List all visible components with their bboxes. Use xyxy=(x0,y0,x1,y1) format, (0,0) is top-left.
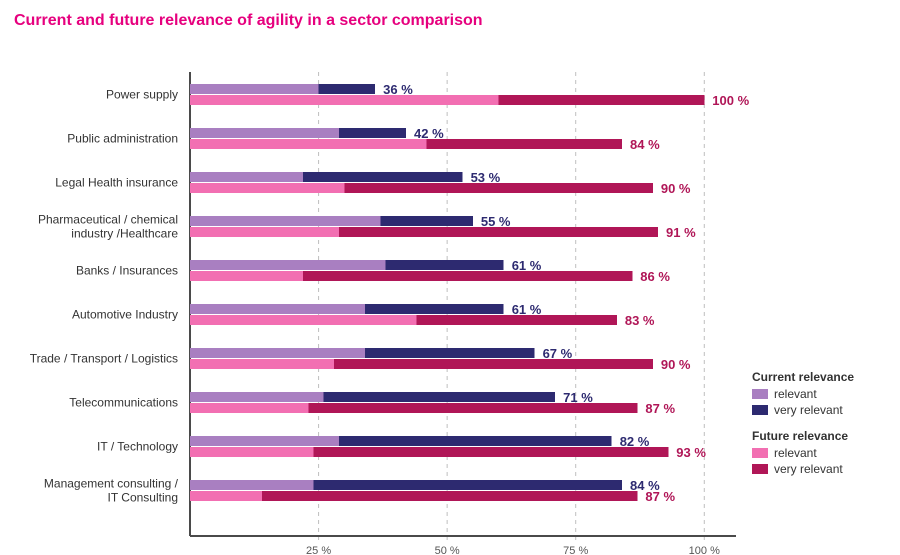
bar-current-relevant xyxy=(190,260,385,270)
category-label: Public administration xyxy=(67,132,178,146)
bar-current-relevant xyxy=(190,348,365,358)
bar-current-very xyxy=(365,304,504,314)
bar-current-relevant xyxy=(190,216,380,226)
bar-current-relevant xyxy=(190,480,313,490)
category-label: Power supply xyxy=(106,88,178,102)
value-label-future: 87 % xyxy=(645,401,675,416)
category-label: Pharmaceutical / chemical xyxy=(38,213,178,227)
bar-future-very xyxy=(334,359,653,369)
bar-current-very xyxy=(339,128,406,138)
bar-future-very xyxy=(303,271,632,281)
value-label-future: 90 % xyxy=(661,357,691,372)
legend-item: very relevant xyxy=(752,462,854,476)
legend-header: Future relevance xyxy=(752,429,854,443)
bar-current-relevant xyxy=(190,128,339,138)
x-tick-label: 75 % xyxy=(563,545,588,555)
legend-label: relevant xyxy=(774,387,817,401)
chart-legend: Current relevance relevant very relevant Fu… xyxy=(752,370,854,478)
value-label-future: 100 % xyxy=(712,93,749,108)
bar-future-relevant xyxy=(190,183,344,193)
value-label-future: 87 % xyxy=(645,489,675,504)
legend-item: very relevant xyxy=(752,403,854,417)
chart-title: Current and future relevance of agility … xyxy=(0,12,900,30)
bar-future-very xyxy=(308,403,637,413)
bar-current-very xyxy=(319,84,376,94)
bar-future-very xyxy=(344,183,653,193)
x-tick-label: 50 % xyxy=(435,545,460,555)
value-label-current: 61 % xyxy=(512,302,542,317)
legend-header: Current relevance xyxy=(752,370,854,384)
x-tick-label: 100 % xyxy=(689,545,720,555)
legend-label: relevant xyxy=(774,446,817,460)
category-label: IT / Technology xyxy=(97,440,178,454)
bar-current-very xyxy=(324,392,555,402)
bar-future-relevant xyxy=(190,139,427,149)
bar-future-relevant xyxy=(190,403,308,413)
value-label-future: 90 % xyxy=(661,181,691,196)
bar-future-very xyxy=(339,227,658,237)
bar-future-relevant xyxy=(190,359,334,369)
category-label: industry /Healthcare xyxy=(71,227,178,241)
legend-label: very relevant xyxy=(774,462,843,476)
category-label: Legal Health insurance xyxy=(55,176,178,190)
bar-future-relevant xyxy=(190,491,262,501)
legend-swatch xyxy=(752,405,768,415)
bar-current-very xyxy=(380,216,473,226)
value-label-current: 36 % xyxy=(383,82,413,97)
bar-current-relevant xyxy=(190,304,365,314)
bar-current-relevant xyxy=(190,392,324,402)
bar-future-very xyxy=(313,447,668,457)
bar-current-very xyxy=(313,480,622,490)
bar-future-very xyxy=(427,139,622,149)
value-label-future: 84 % xyxy=(630,137,660,152)
bar-current-very xyxy=(385,260,503,270)
legend-swatch xyxy=(752,389,768,399)
bar-current-relevant xyxy=(190,172,303,182)
value-label-current: 53 % xyxy=(471,170,501,185)
bar-future-relevant xyxy=(190,315,416,325)
value-label-future: 83 % xyxy=(625,313,655,328)
value-label-current: 61 % xyxy=(512,258,542,273)
value-label-current: 67 % xyxy=(543,346,573,361)
value-label-current: 42 % xyxy=(414,126,444,141)
category-label: Banks / Insurances xyxy=(76,264,178,278)
legend-label: very relevant xyxy=(774,403,843,417)
value-label-future: 93 % xyxy=(676,445,706,460)
bar-current-very xyxy=(365,348,535,358)
bar-current-relevant xyxy=(190,436,339,446)
bar-current-very xyxy=(303,172,462,182)
bar-future-relevant xyxy=(190,271,303,281)
bar-future-very xyxy=(416,315,617,325)
value-label-future: 86 % xyxy=(640,269,670,284)
bar-future-very xyxy=(262,491,637,501)
category-label: IT Consulting xyxy=(108,491,178,505)
bar-future-relevant xyxy=(190,227,339,237)
legend-swatch xyxy=(752,448,768,458)
legend-swatch xyxy=(752,464,768,474)
category-label: Automotive Industry xyxy=(72,308,178,322)
bar-current-very xyxy=(339,436,612,446)
value-label-future: 91 % xyxy=(666,225,696,240)
bar-future-relevant xyxy=(190,95,499,105)
legend-item: relevant xyxy=(752,387,854,401)
value-label-current: 71 % xyxy=(563,390,593,405)
bar-current-relevant xyxy=(190,84,319,94)
value-label-current: 55 % xyxy=(481,214,511,229)
value-label-current: 82 % xyxy=(620,434,650,449)
category-label: Management consulting / xyxy=(44,477,179,491)
legend-item: relevant xyxy=(752,446,854,460)
bar-future-very xyxy=(499,95,705,105)
x-tick-label: 25 % xyxy=(306,545,331,555)
category-label: Trade / Transport / Logistics xyxy=(30,352,178,366)
category-label: Telecommunications xyxy=(69,396,178,410)
bar-future-relevant xyxy=(190,447,313,457)
